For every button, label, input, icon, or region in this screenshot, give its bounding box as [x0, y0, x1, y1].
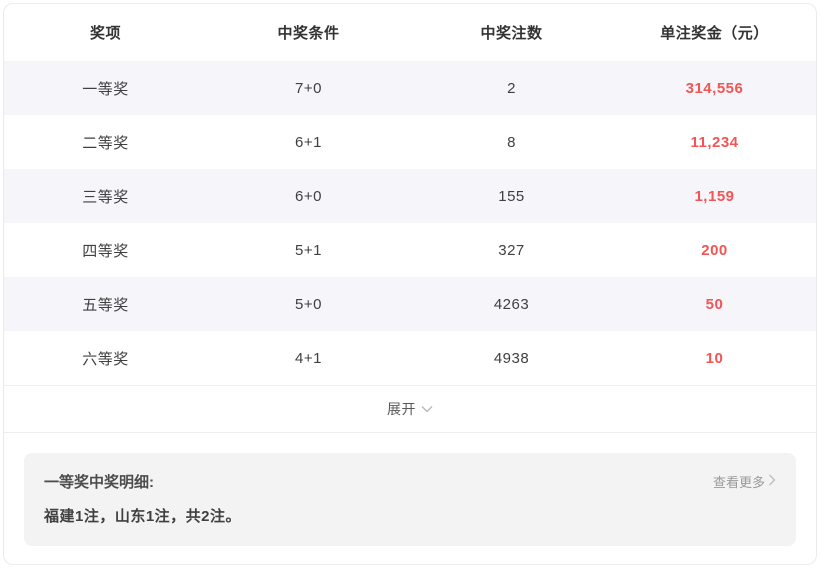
condition-cell: 5+0 [295, 295, 322, 313]
column-header-amount: 单注奖金（元） [660, 25, 769, 42]
first-prize-details-panel: 一等奖中奖明细: 查看更多 福建1注，山东1注，共2注。 [24, 453, 796, 546]
amount-cell: 314,556 [685, 79, 744, 97]
table-row: 三等奖 6+0 155 1,159 [4, 169, 816, 223]
table-row: 四等奖 5+1 327 200 [4, 223, 816, 277]
amount-cell: 1,159 [694, 187, 735, 205]
amount-cell: 200 [701, 241, 728, 259]
condition-cell: 7+0 [295, 79, 322, 97]
expand-label: 展开 [387, 401, 416, 417]
table-row: 一等奖 7+0 2 314,556 [4, 61, 816, 115]
details-section: 一等奖中奖明细: 查看更多 福建1注，山东1注，共2注。 [4, 433, 816, 564]
condition-cell: 6+0 [295, 187, 322, 205]
column-header-condition: 中奖条件 [277, 25, 340, 42]
condition-cell: 5+1 [295, 241, 322, 259]
count-cell: 4938 [493, 349, 530, 367]
prize-cell: 一等奖 [82, 80, 129, 98]
table-row: 六等奖 4+1 4938 10 [4, 331, 816, 385]
column-header-count: 中奖注数 [480, 25, 543, 42]
column-header-prize: 奖项 [89, 25, 121, 42]
amount-cell: 11,234 [690, 133, 739, 151]
prize-cell: 四等奖 [82, 242, 129, 260]
details-title: 一等奖中奖明细: [44, 474, 154, 491]
chevron-right-icon [768, 474, 776, 489]
condition-cell: 4+1 [295, 349, 322, 367]
table-row: 五等奖 5+0 4263 50 [4, 277, 816, 331]
prize-table-card: 奖项 中奖条件 中奖注数 单注奖金（元） 一等奖 7+0 2 314,556 二… [3, 3, 817, 565]
amount-cell: 50 [705, 295, 724, 313]
prize-cell: 二等奖 [82, 134, 129, 152]
view-more-link[interactable]: 查看更多 [713, 472, 776, 491]
count-cell: 4263 [493, 295, 530, 313]
details-content: 福建1注，山东1注，共2注。 [44, 508, 242, 525]
condition-cell: 6+1 [295, 133, 322, 151]
prize-cell: 三等奖 [82, 188, 129, 206]
count-cell: 2 [507, 79, 516, 97]
expand-button[interactable]: 展开 [4, 385, 816, 433]
count-cell: 8 [507, 133, 516, 151]
view-more-label: 查看更多 [712, 475, 765, 490]
table-row: 二等奖 6+1 8 11,234 [4, 115, 816, 169]
amount-cell: 10 [705, 349, 724, 367]
count-cell: 155 [498, 187, 525, 205]
table-header-row: 奖项 中奖条件 中奖注数 单注奖金（元） [4, 4, 816, 61]
count-cell: 327 [498, 241, 525, 259]
prize-table: 奖项 中奖条件 中奖注数 单注奖金（元） 一等奖 7+0 2 314,556 二… [4, 4, 816, 385]
prize-cell: 六等奖 [82, 350, 129, 368]
prize-cell: 五等奖 [82, 296, 129, 314]
chevron-down-icon [421, 400, 433, 418]
